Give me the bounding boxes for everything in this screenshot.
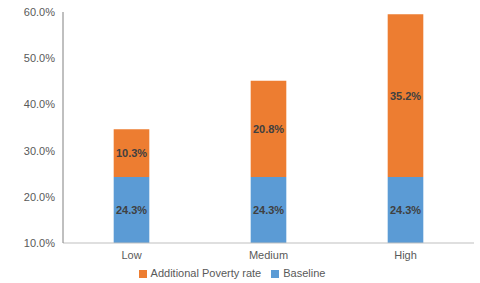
svg-text:Low: Low: [121, 249, 141, 261]
html-text:Additional Poverty rate: Additional Poverty rate: [150, 267, 262, 279]
svg-text:24.3%: 24.3%: [253, 204, 284, 216]
svg-text:High: High: [394, 249, 417, 261]
svg-text:35.2%: 35.2%: [390, 90, 421, 102]
svg-text:Medium: Medium: [249, 249, 288, 261]
svg-text:60.0%: 60.0%: [24, 6, 55, 18]
html-text:Baseline: Baseline: [283, 267, 326, 279]
svg-text:10.0%: 10.0%: [24, 237, 55, 249]
svg-text:50.0%: 50.0%: [24, 52, 55, 64]
svg-text:20.0%: 20.0%: [24, 191, 55, 203]
svg-text:24.3%: 24.3%: [116, 204, 147, 216]
svg-text:10.3%: 10.3%: [116, 147, 147, 159]
svg-text:40.0%: 40.0%: [24, 98, 55, 110]
svg-text:30.0%: 30.0%: [24, 145, 55, 157]
svg-text:24.3%: 24.3%: [390, 204, 421, 216]
svg-text:20.8%: 20.8%: [253, 123, 284, 135]
